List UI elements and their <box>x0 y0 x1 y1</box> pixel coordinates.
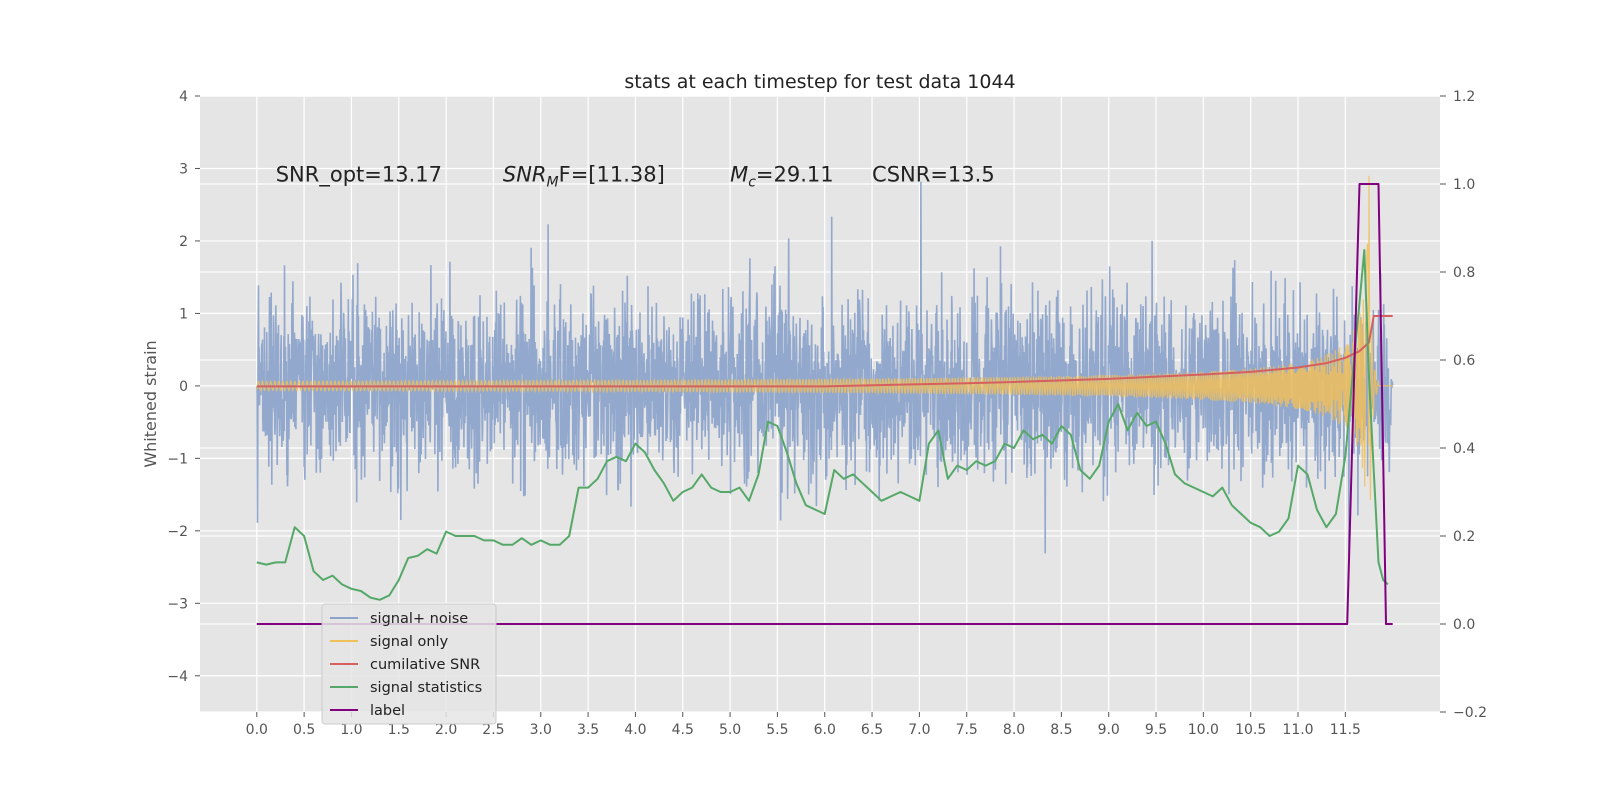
y-tick-label: −3 <box>167 596 188 612</box>
x-tick-label: 11.0 <box>1282 722 1313 738</box>
signal-plus-noise-series <box>256 181 1394 556</box>
legend-label: signal+ noise <box>370 611 468 627</box>
y2-tick-label: 0.6 <box>1453 353 1475 369</box>
x-tick-label: 4.0 <box>624 722 646 738</box>
y-tick-label: 0 <box>179 379 188 395</box>
x-tick-label: 1.0 <box>340 722 362 738</box>
x-tick-label: 0.5 <box>293 722 315 738</box>
chart-title: stats at each timestep for test data 104… <box>624 71 1015 93</box>
legend-box <box>321 603 497 725</box>
y-tick-label: −2 <box>167 524 188 540</box>
signal-plus-noise-line <box>256 181 1394 556</box>
y-tick-label: −4 <box>167 669 188 685</box>
annotation-text: CSNR=13.5 <box>872 163 995 187</box>
y-axis-label: Whitened strain <box>141 340 160 467</box>
x-tick-label: 10.0 <box>1188 722 1219 738</box>
y-tick-label: 2 <box>179 234 188 250</box>
x-tick-label: 5.0 <box>719 722 741 738</box>
x-tick-label: 6.5 <box>861 722 883 738</box>
y-tick-label: 1 <box>179 306 188 322</box>
x-tick-label: 8.0 <box>1003 722 1025 738</box>
y2-tick-label: 1.0 <box>1453 177 1475 193</box>
signal-statistics-line <box>256 249 1389 601</box>
legend-label: label <box>370 703 405 719</box>
y-axis-left: 4 3 2 1 0 −1 −2 −3 −4 <box>167 89 200 685</box>
x-tick-label: 3.0 <box>530 722 552 738</box>
legend-label: signal only <box>370 634 449 650</box>
y-tick-label: 4 <box>179 89 188 105</box>
annotations: SNR_opt=13.17 SNRMF=[11.38] Mc=29.11 CSNR=1… <box>276 163 995 191</box>
annotation-text: SNR_opt=13.17 <box>276 163 442 188</box>
y2-tick-label: −0.2 <box>1453 705 1487 721</box>
x-axis: 0.0 0.5 1.0 1.5 2.0 2.5 3.0 3.5 4.0 4.5 5.0 5.5 6.0 6… <box>246 712 1361 738</box>
y2-tick-label: 0.8 <box>1453 265 1475 281</box>
x-tick-label: 3.5 <box>577 722 599 738</box>
x-tick-label: 2.0 <box>435 722 457 738</box>
x-tick-label: 7.5 <box>956 722 978 738</box>
x-tick-label: 5.5 <box>766 722 788 738</box>
y2-tick-label: 0.2 <box>1453 529 1475 545</box>
x-tick-label: 8.5 <box>1050 722 1072 738</box>
cumilative-snr-line <box>256 315 1393 388</box>
x-tick-label: 7.0 <box>908 722 930 738</box>
annotation-text: Mc=29.11 <box>730 163 834 191</box>
y-tick-label: −1 <box>167 451 188 467</box>
annotation-text: SNRMF=[11.38] <box>503 163 665 191</box>
y-axis-right: 1.2 1.0 0.8 0.6 0.4 0.2 0.0 −0.2 <box>1440 89 1487 721</box>
label-line <box>256 183 1393 625</box>
signal-only-line <box>256 175 1393 501</box>
signal-only-series <box>256 175 1393 501</box>
x-tick-label: 10.5 <box>1235 722 1266 738</box>
secondary-axis-series <box>256 183 1393 625</box>
x-tick-label: 0.0 <box>246 722 268 738</box>
x-tick-label: 11.5 <box>1330 722 1361 738</box>
y-tick-label: 3 <box>179 161 188 177</box>
y2-tick-label: 1.2 <box>1453 89 1475 105</box>
x-tick-label: 9.5 <box>1145 722 1167 738</box>
x-tick-label: 2.5 <box>482 722 504 738</box>
legend: signal+ noise signal only cumilative SNR si… <box>321 603 497 725</box>
legend-label: signal statistics <box>370 680 482 696</box>
legend-label: cumilative SNR <box>370 657 480 673</box>
x-tick-label: 9.0 <box>1098 722 1120 738</box>
y2-tick-label: 0.4 <box>1453 441 1475 457</box>
x-tick-label: 6.0 <box>814 722 836 738</box>
x-tick-label: 4.5 <box>672 722 694 738</box>
x-tick-label: 1.5 <box>388 722 410 738</box>
y2-tick-label: 0.0 <box>1453 617 1475 633</box>
